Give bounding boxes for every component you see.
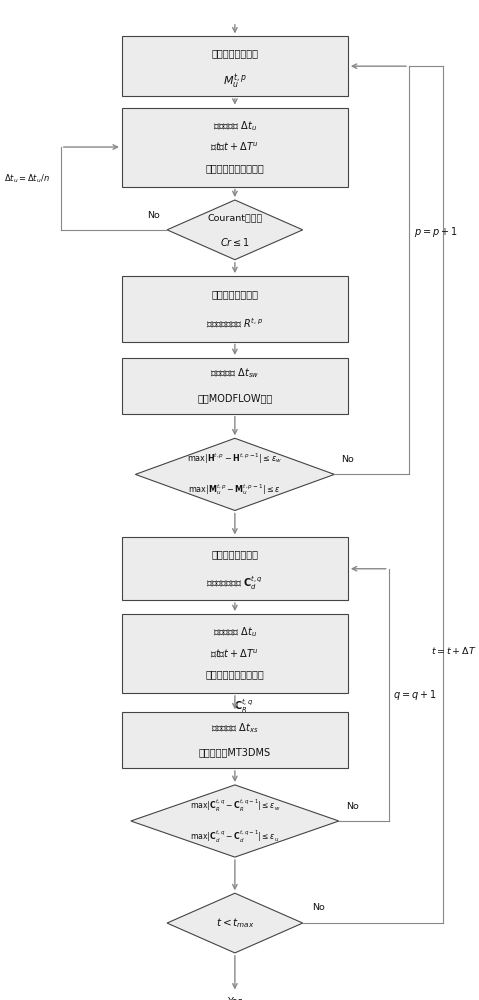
Text: 从$t$至$t+\Delta T^u$: 从$t$至$t+\Delta T^u$: [210, 647, 259, 660]
Text: 计算本应力期中的: 计算本应力期中的: [211, 289, 258, 299]
Text: 运行饱和带MT3DMS: 运行饱和带MT3DMS: [199, 748, 271, 758]
Text: $\max|\mathbf{C}_R^{t,q}-\mathbf{C}_R^{t,q-1}| \leq \varepsilon_w$: $\max|\mathbf{C}_R^{t,q}-\mathbf{C}_R^{t…: [190, 798, 280, 814]
Text: $\max|\mathbf{H}^{t,p}-\mathbf{H}^{t,p-1}| \leq \varepsilon_w$: $\max|\mathbf{H}^{t,p}-\mathbf{H}^{t,p-1…: [187, 452, 283, 466]
Polygon shape: [131, 785, 339, 857]
Text: $t < t_{max}$: $t < t_{max}$: [216, 916, 254, 930]
Text: 运行非饱和带水分模块: 运行非饱和带水分模块: [205, 163, 264, 173]
Text: 从$t$至$t+\Delta T^u$: 从$t$至$t+\Delta T^u$: [210, 141, 259, 153]
Text: 运行非饱和带溶质模块: 运行非饱和带溶质模块: [205, 670, 264, 680]
Text: 设置非饱和带溶质: 设置非饱和带溶质: [211, 549, 258, 559]
FancyBboxPatch shape: [122, 276, 348, 342]
Text: No: No: [342, 455, 354, 464]
Text: $\mathbf{C}_R^{t,q}$: $\mathbf{C}_R^{t,q}$: [234, 698, 254, 715]
Text: 设置非饱和带厅度: 设置非饱和带厅度: [211, 49, 258, 59]
FancyBboxPatch shape: [122, 712, 348, 768]
Polygon shape: [167, 200, 303, 260]
Text: $\max|\mathbf{M}_u^{t,p}-\mathbf{M}_u^{t,p-1}| \leq \varepsilon$: $\max|\mathbf{M}_u^{t,p}-\mathbf{M}_u^{t…: [189, 482, 281, 497]
Text: 以时间步长 $\Delta t_{sw}$: 以时间步长 $\Delta t_{sw}$: [210, 366, 260, 380]
FancyBboxPatch shape: [122, 537, 348, 600]
Text: $t = t + \Delta T$: $t = t + \Delta T$: [432, 645, 477, 656]
Text: 以时间步长 $\Delta t_{xs}$: 以时间步长 $\Delta t_{xs}$: [211, 721, 259, 735]
Polygon shape: [136, 438, 334, 511]
Text: $Cr \leq 1$: $Cr \leq 1$: [220, 236, 250, 248]
Text: 运移下边界条件 $\mathbf{C}_d^{t,q}$: 运移下边界条件 $\mathbf{C}_d^{t,q}$: [206, 574, 263, 592]
Text: $p = p+1$: $p = p+1$: [414, 225, 458, 239]
Text: $M_u^{t,p}$: $M_u^{t,p}$: [223, 72, 247, 91]
Polygon shape: [167, 893, 303, 953]
Text: Yes: Yes: [227, 997, 243, 1000]
Text: $q = q+1$: $q = q+1$: [393, 688, 437, 702]
FancyBboxPatch shape: [122, 36, 348, 96]
Text: 以时间步长 $\Delta t_u$: 以时间步长 $\Delta t_u$: [213, 119, 257, 133]
Text: No: No: [147, 211, 160, 220]
FancyBboxPatch shape: [122, 108, 348, 187]
FancyBboxPatch shape: [122, 614, 348, 693]
Text: 运行MODFLOW模型: 运行MODFLOW模型: [197, 393, 273, 403]
Text: 地下水补给速率 $R^{t,p}$: 地下水补给速率 $R^{t,p}$: [206, 316, 263, 330]
Text: $\max|\mathbf{C}_d^{t,q}-\mathbf{C}_d^{t,q-1}| \leq \varepsilon_u$: $\max|\mathbf{C}_d^{t,q}-\mathbf{C}_d^{t…: [190, 828, 280, 845]
Text: Courant数判断: Courant数判断: [207, 214, 262, 223]
Text: No: No: [346, 802, 359, 811]
Text: No: No: [312, 903, 325, 912]
Text: $\Delta t_u = \Delta t_u/n$: $\Delta t_u = \Delta t_u/n$: [4, 173, 50, 185]
FancyBboxPatch shape: [122, 358, 348, 414]
Text: 以时间步长 $\Delta t_u$: 以时间步长 $\Delta t_u$: [213, 625, 257, 639]
